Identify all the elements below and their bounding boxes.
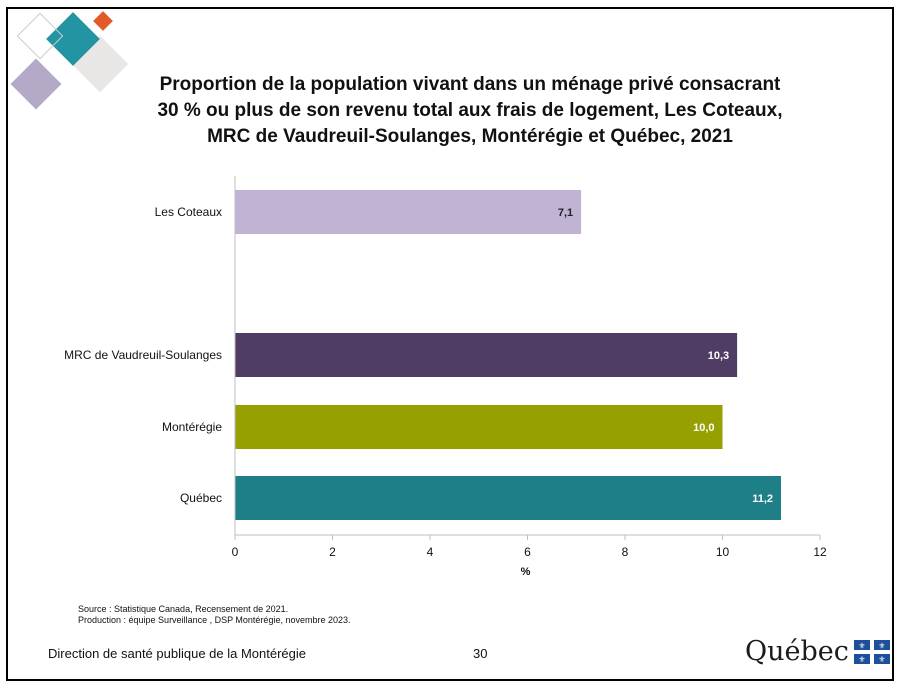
x-tick-label: 2 [329,545,336,559]
bar [235,190,582,234]
data-label: 7,1 [558,207,573,219]
category-label: Montérégie [162,420,222,434]
production-note: Production : équipe Surveillance , DSP M… [78,615,351,625]
source-note: Source : Statistique Canada, Recensement… [78,604,289,614]
data-label: 10,0 [693,422,714,434]
x-axis-label: % [521,566,531,578]
chart-title: Proportion de la population vivant dans … [120,72,820,150]
bar [235,333,738,377]
category-label: Les Coteaux [155,205,222,219]
footer-organization: Direction de santé publique de la Montér… [48,646,307,661]
svg-text:⚜: ⚜ [878,655,885,664]
svg-text:⚜: ⚜ [858,641,865,650]
data-label: 10,3 [708,350,729,362]
category-label: Québec [180,491,222,505]
bar-chart: Les Coteaux 7,1 MRC de Vaudreuil-Soulanges… [64,176,827,578]
quebec-logo-text: Québec [745,636,849,667]
page-number: 30 [473,646,488,661]
category-label: MRC de Vaudreuil-Soulanges [64,348,222,362]
bar [235,405,723,449]
data-label: 11,2 [752,493,773,505]
chart-title-line: MRC de Vaudreuil-Soulanges, Montérégie e… [207,126,733,147]
svg-text:⚜: ⚜ [858,655,865,664]
quebec-logo: Québec ⚜ ⚜ ⚜ ⚜ [745,636,890,667]
x-tick-label: 10 [716,545,730,559]
x-tick-label: 0 [232,545,239,559]
decorative-squares-logo [10,11,129,110]
svg-text:⚜: ⚜ [878,641,885,650]
bar [235,476,781,520]
x-tick-label: 8 [622,545,629,559]
chart-title-line: 30 % ou plus de son revenu total aux fra… [157,100,783,121]
x-tick-label: 4 [427,545,434,559]
x-tick-label: 12 [813,545,827,559]
chart-notes: Source : Statistique Canada, Recensement… [78,604,351,626]
fleur-de-lis-flag-icon: ⚜ ⚜ ⚜ ⚜ [853,639,890,664]
x-tick-label: 6 [524,545,531,559]
chart-title-line: Proportion de la population vivant dans … [159,74,781,95]
